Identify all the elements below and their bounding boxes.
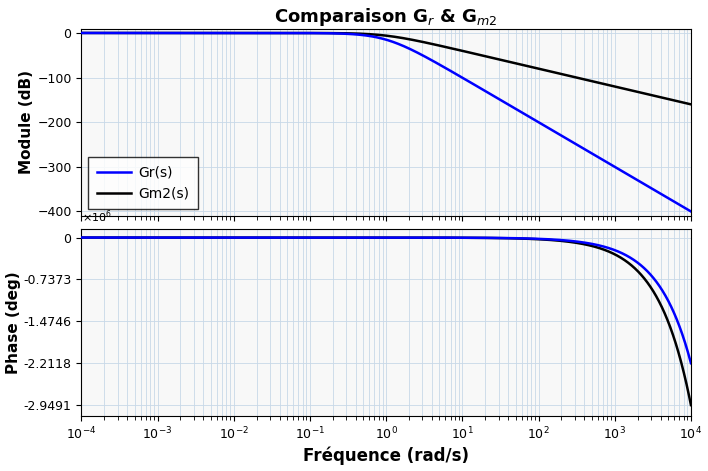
Gr(s): [442, 235, 451, 241]
Gr(s): [188, 235, 196, 240]
X-axis label: Fréquence (rad/s): Fréquence (rad/s): [303, 447, 469, 465]
Line: Gm2(s): Gm2(s): [81, 33, 691, 105]
Gm2(s): [578, 241, 587, 247]
Gm2(s): [687, 402, 695, 408]
Line: Gr(s): Gr(s): [81, 237, 691, 363]
Gm2(s): [474, 52, 482, 57]
Line: Gm2(s): Gm2(s): [81, 237, 691, 405]
Gm2(s): [188, 30, 196, 36]
Gr(s): [188, 30, 196, 36]
Title: Comparaison G$_r$ & G$_{m2}$: Comparaison G$_r$ & G$_{m2}$: [274, 6, 498, 28]
Gr(s): [532, 236, 540, 242]
Gr(s): [442, 66, 451, 72]
Y-axis label: Phase (deg): Phase (deg): [6, 271, 21, 374]
Gm2(s): [310, 30, 319, 36]
Gr(s): [687, 360, 695, 366]
Gm2(s): [442, 235, 451, 241]
Gr(s): [578, 239, 587, 245]
Gr(s): [687, 209, 695, 214]
Gm2(s): [310, 235, 319, 240]
Y-axis label: Module (dB): Module (dB): [19, 70, 35, 174]
Gm2(s): [188, 235, 196, 240]
Gr(s): [77, 30, 86, 36]
Gr(s): [310, 30, 319, 36]
Gm2(s): [687, 102, 695, 107]
Legend: Gr(s), Gm2(s): Gr(s), Gm2(s): [88, 157, 198, 209]
Gm2(s): [532, 236, 540, 242]
Gr(s): [578, 145, 587, 151]
Gr(s): [310, 235, 319, 240]
Gr(s): [474, 235, 482, 241]
Gm2(s): [77, 30, 86, 36]
Gr(s): [77, 235, 86, 240]
Gm2(s): [474, 235, 482, 241]
Line: Gr(s): Gr(s): [81, 33, 691, 211]
Gr(s): [532, 118, 540, 124]
Gm2(s): [532, 65, 540, 71]
Text: $\times10^6$: $\times10^6$: [82, 209, 112, 225]
Gm2(s): [442, 44, 451, 50]
Gr(s): [474, 84, 482, 89]
Gm2(s): [77, 235, 86, 240]
Gm2(s): [578, 76, 587, 82]
